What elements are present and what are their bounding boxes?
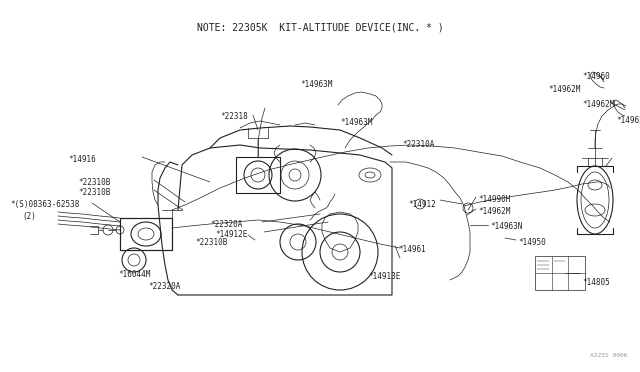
Text: *14961: *14961 [398, 245, 426, 254]
Text: NOTE: 22305K  KIT-ALTITUDE DEVICE(INC. * ): NOTE: 22305K KIT-ALTITUDE DEVICE(INC. * … [196, 22, 444, 32]
Text: *14963M: *14963M [340, 118, 372, 127]
Text: *(S)08363-62538: *(S)08363-62538 [10, 200, 79, 209]
Text: *22310B: *22310B [78, 178, 110, 187]
Text: *14962M: *14962M [582, 100, 614, 109]
Text: *22318: *22318 [220, 112, 248, 121]
Text: *14990H: *14990H [478, 195, 510, 204]
Text: *22320A: *22320A [148, 282, 180, 291]
Text: *14912E: *14912E [215, 230, 248, 239]
Text: *14963N: *14963N [490, 222, 522, 231]
Text: *22310B: *22310B [195, 238, 227, 247]
Bar [120, 218, 172, 250]
Text: *14962M: *14962M [478, 207, 510, 216]
Text: *14962M: *14962M [548, 85, 580, 94]
Text: *22310B: *22310B [78, 188, 110, 197]
Text: *14963: *14963 [616, 116, 640, 125]
Bar [236, 157, 280, 193]
Text: (2): (2) [22, 212, 36, 221]
Text: *22320A: *22320A [210, 220, 243, 229]
Text: *14950: *14950 [518, 238, 546, 247]
Text: *14916: *14916 [68, 155, 96, 164]
Text: *14960: *14960 [582, 72, 610, 81]
Text: *22310A: *22310A [402, 140, 435, 149]
Text: *14805: *14805 [582, 278, 610, 287]
Bar [535, 256, 585, 290]
Text: *16044M: *16044M [118, 270, 150, 279]
Text: A223S 0006: A223S 0006 [591, 353, 628, 358]
Bar [120, 218, 172, 250]
Text: *14912: *14912 [408, 200, 436, 209]
Text: *14913E: *14913E [368, 272, 401, 281]
Text: *14963M: *14963M [300, 80, 332, 89]
